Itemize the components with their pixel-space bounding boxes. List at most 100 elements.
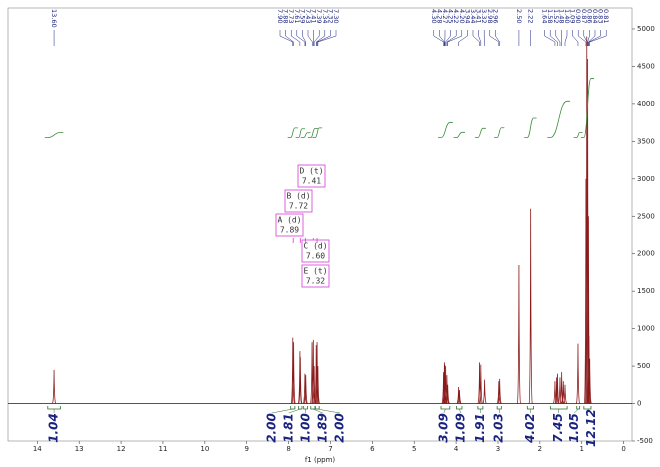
peak-label-leader (446, 30, 457, 46)
peak-label: 4.20 (458, 9, 466, 23)
peak-label-leader (285, 30, 294, 46)
x-tick-label: 8 (286, 445, 290, 453)
peak-label: 7.43 (304, 9, 312, 23)
integral-bracket (576, 406, 581, 410)
integral-leader (459, 408, 462, 414)
peak-label: 4.27 (441, 9, 449, 23)
peak-label-leader (433, 30, 444, 46)
peak-label-leader (307, 30, 313, 46)
peak (457, 390, 462, 404)
peak-label-leader (572, 30, 579, 46)
peak-label: 0.87 (580, 9, 588, 23)
peak-label: 0.84 (591, 9, 599, 23)
integral-label: 1.91 (473, 413, 487, 443)
peak-label: 7.61 (293, 9, 301, 23)
integral-leader (317, 408, 340, 414)
x-tick-label: 1 (580, 445, 584, 453)
integral-leader (271, 408, 293, 414)
multiplet-shift: 7.60 (306, 252, 325, 261)
integral-label: 12.12 (584, 409, 598, 447)
y-tick-label: 3000 (637, 175, 655, 183)
peak (554, 377, 559, 404)
peak-label: 3.41 (475, 9, 483, 23)
peak-label-leader (544, 30, 556, 46)
integral-label: 7.45 (551, 413, 565, 443)
peak-label: 1.52 (552, 9, 560, 23)
integral-bracket (496, 406, 502, 410)
integral-bracket (47, 406, 61, 410)
integral-label: 2.00 (332, 413, 346, 443)
integral-curve (453, 131, 465, 138)
peak (478, 364, 483, 404)
peak-label: 4.22 (452, 9, 460, 23)
peak-label: 3.94 (463, 9, 471, 23)
y-tick-label: 1000 (637, 325, 655, 333)
peak-label-leader (489, 30, 500, 46)
multiplet-name: D (t) (299, 167, 323, 176)
x-tick-label: 7 (328, 445, 332, 453)
peak (563, 384, 567, 404)
peak-label-leader (588, 30, 601, 46)
multiplet-shift: 7.89 (280, 226, 299, 235)
peak (528, 208, 533, 404)
x-tick-label: 9 (244, 445, 248, 453)
peak-label: 7.32 (326, 9, 334, 23)
integral-bracket (290, 406, 296, 410)
multiplet-name: E (t) (303, 267, 327, 276)
peak-label: 1.48 (557, 9, 565, 23)
integral-bracket (456, 406, 463, 410)
peak (445, 384, 450, 404)
peak (587, 358, 592, 404)
peak-label: 2.22 (527, 9, 535, 23)
peak (315, 342, 320, 404)
peak-label-leader (279, 30, 294, 46)
peak-label-leader (549, 30, 558, 46)
multiplet-box (284, 189, 313, 213)
integral-leader (587, 408, 592, 414)
integral-bracket (526, 406, 534, 410)
x-tick-label: 6 (370, 445, 375, 453)
peak-label: 4.30 (430, 9, 438, 23)
y-tick-label: 2000 (637, 250, 655, 258)
peak-label: 2.50 (515, 9, 523, 23)
peak-label: 1.40 (563, 9, 571, 23)
peak (497, 378, 502, 404)
integral-label: 1.81 (281, 413, 295, 443)
peak (516, 264, 521, 404)
multiplet-box (301, 264, 330, 288)
y-tick-label: 2500 (637, 212, 655, 220)
x-tick-label: 13 (75, 445, 84, 453)
peak-label: 0.86 (585, 9, 593, 23)
x-tick-label: 4 (454, 445, 459, 453)
peak-label: 3.32 (480, 9, 488, 23)
integral-curve (44, 132, 64, 138)
integral-label: 1.05 (567, 413, 581, 443)
y-tick-label: 4500 (637, 62, 655, 70)
integral-curve (524, 117, 537, 138)
multiplet-box (275, 213, 304, 237)
multiplet-name: C (d) (303, 242, 327, 251)
peak (52, 369, 57, 404)
multiplet-name: B (d) (286, 192, 310, 201)
x-tick-label: 10 (200, 445, 209, 453)
peak-label-leader (317, 30, 337, 46)
integral-bracket (310, 406, 316, 410)
peak-label: 7.41 (310, 9, 318, 23)
y-tick-label: 0 (637, 400, 641, 408)
peak-label: 2.98 (486, 9, 494, 23)
peak (315, 366, 320, 404)
integral-label: 2.03 (492, 413, 506, 443)
peak-label-leader (439, 30, 445, 46)
peak-label-leader (588, 30, 596, 46)
plot-frame (7, 7, 633, 442)
peak-label: 7.34 (321, 9, 329, 23)
integral-bracket (477, 406, 484, 410)
x-axis-label: f1 (ppm) (305, 456, 336, 464)
peak (443, 366, 448, 404)
peak-label-leader (589, 30, 607, 46)
integral-curve (295, 128, 305, 138)
peak-label: 7.39 (315, 9, 323, 23)
x-tick-label: 2 (538, 445, 542, 453)
peak (298, 357, 303, 404)
